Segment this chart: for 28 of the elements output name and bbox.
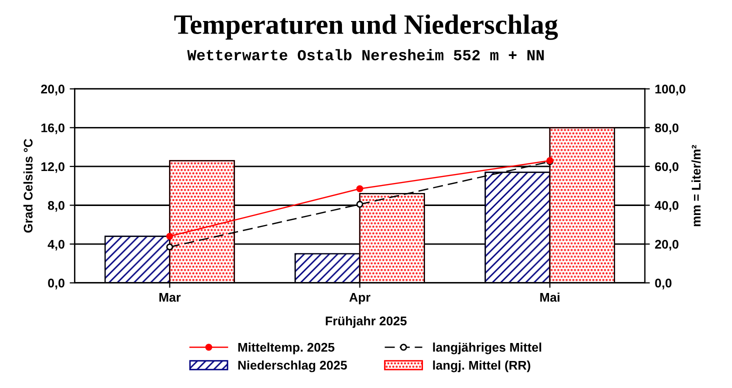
point bbox=[166, 232, 174, 240]
y-tick-label: 12,0 bbox=[41, 162, 64, 173]
point bbox=[356, 200, 364, 208]
y-tick-label: 0,0 bbox=[48, 278, 64, 290]
x-tick-label: Mai bbox=[540, 292, 560, 302]
y-tick-label: 20,0 bbox=[41, 84, 64, 96]
y-axis-title: Grad Celsius °C bbox=[23, 138, 33, 233]
x-tick-label: Mar bbox=[159, 293, 181, 302]
chart-title: Temperaturen und Niederschlag bbox=[174, 14, 558, 40]
legend-label: Niederschlag 2025 bbox=[238, 360, 347, 372]
y2-tick-label: 60,0 bbox=[655, 162, 678, 173]
text: Frühjahr 2025 bbox=[326, 316, 407, 328]
x-tick-label: Apr bbox=[349, 293, 370, 304]
y2-tick-label: 100,0 bbox=[655, 84, 686, 96]
y-tick-label: 4,0 bbox=[48, 240, 64, 251]
y2-tick-label: 20,0 bbox=[655, 240, 678, 251]
y2-tick-label: 0,0 bbox=[655, 278, 672, 290]
y2-tick-label: 40,0 bbox=[654, 201, 678, 212]
legend-label: langjähriges Mittel bbox=[433, 342, 542, 354]
legend-label: langj. Mittel (RR) bbox=[433, 360, 530, 372]
y2-axis-title: mm = Liter/m² bbox=[691, 144, 701, 226]
y-tick-label: 16,0 bbox=[41, 123, 64, 134]
legend-label: Mitteltemp. 2025 bbox=[238, 342, 334, 354]
point bbox=[356, 185, 364, 192]
point bbox=[166, 243, 174, 250]
y2-tick-label: 80,0 bbox=[655, 123, 678, 134]
chart-subtitle: Wetterwarte Ostalb Neresheim 552 m + NN bbox=[187, 49, 544, 60]
y-tick-label: 8,0 bbox=[48, 201, 64, 212]
